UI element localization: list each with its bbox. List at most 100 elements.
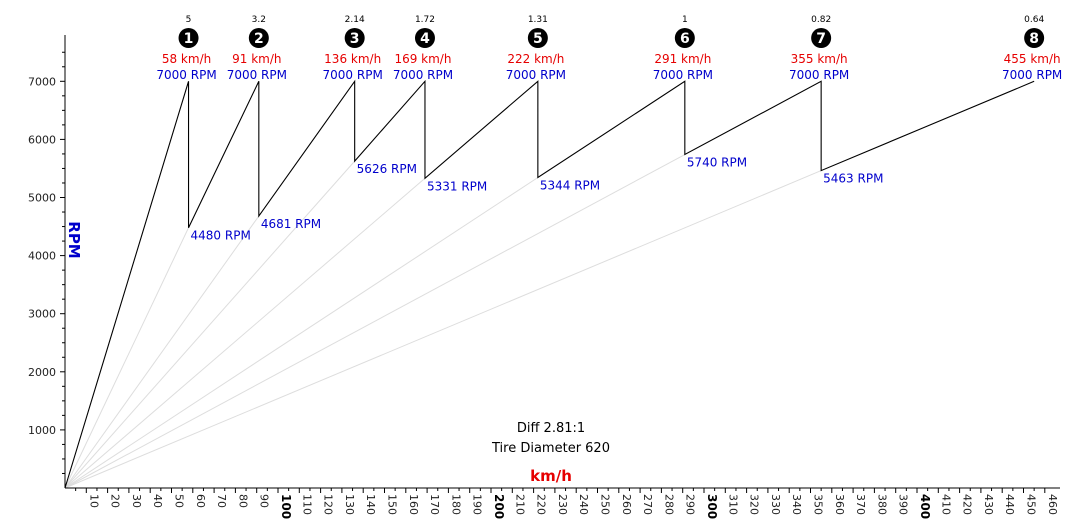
guide-line [64,177,426,489]
gear-rpm-label: 7000 RPM [393,68,453,82]
guide-line [64,154,686,489]
y-tick-label: 1000 [28,424,56,437]
guide-lines [64,154,822,489]
x-tick-label: 340 [790,494,803,515]
gear-number: 6 [680,31,690,47]
x-tick-label: 90 [258,494,271,508]
guide-line [64,227,189,489]
x-ticks: 10 20 30 40 50 60 70 80 90 100 110 120 130 140 150 160 1… [75,488,1059,519]
x-tick-label: 300 [705,494,719,519]
x-tick-label: 260 [620,494,633,515]
y-ticks: 1000 2000 3000 4000 5000 6000 7000 [28,51,65,474]
gear-badge [1024,28,1045,48]
gear-ratio-label: 3.2 [252,15,266,25]
x-tick-label: 80 [236,494,249,508]
x-tick-label: 160 [407,494,420,515]
y-tick-label: 2000 [28,366,56,379]
gear-drop-rpm-label: 5626 RPM [357,162,417,176]
y-tick-label: 3000 [28,308,56,321]
x-tick-label: 230 [556,494,569,515]
x-tick-label: 30 [130,494,143,508]
x-tick-label: 390 [897,494,910,515]
y-tick-label: 4000 [28,250,56,263]
gear-drop-rpm-label: 5463 RPM [823,172,883,186]
gear-ratio-label: 1.31 [528,15,548,25]
gear-drop-rpm-label: 4681 RPM [261,217,321,231]
gear-rpm-label: 7000 RPM [323,68,383,82]
gear-number: 2 [254,31,264,47]
gear-number: 7 [816,31,826,47]
gear-badge [178,28,199,48]
gear-rpm-label: 7000 RPM [1002,68,1062,82]
gear-speed-label: 355 km/h [791,52,848,66]
gear-badge [344,28,365,48]
x-tick-label: 290 [684,494,697,515]
y-tick-label: 6000 [28,133,56,146]
x-tick-label: 430 [982,494,995,515]
x-tick-label: 180 [449,494,462,515]
rpm-series [64,79,1035,489]
x-tick-label: 50 [173,494,186,508]
gear-drop-rpm-label: 5344 RPM [540,179,600,193]
tire-annotation: Tire Diameter 620 [491,441,610,456]
gear-ratio-label: 2.14 [345,15,365,25]
gear-number: 8 [1029,31,1039,47]
x-tick-label: 40 [151,494,164,508]
x-tick-label: 170 [428,494,441,515]
x-tick-label: 210 [513,494,526,515]
x-tick-label: 10 [87,494,100,508]
x-tick-label: 60 [194,494,207,508]
gear-badge [414,28,435,48]
gear-badge [674,28,695,48]
x-tick-label: 220 [535,494,548,515]
gear-speed-label: 91 km/h [232,52,281,66]
gear-badge [527,28,548,48]
guide-line [64,170,822,489]
x-tick-label: 270 [641,494,654,515]
x-tick-label: 400 [918,494,932,519]
x-tick-label: 330 [769,494,782,515]
gear-badge [248,28,269,48]
gear-number: 3 [350,31,360,47]
x-tick-label: 380 [875,494,888,515]
gear-ratio-label: 1 [682,15,688,25]
gear-rpm-label: 7000 RPM [506,68,566,82]
x-tick-label: 100 [279,494,293,519]
gear-speed-label: 455 km/h [1004,52,1061,66]
diff-annotation: Diff 2.81:1 [517,421,585,436]
x-tick-label: 280 [662,494,675,515]
x-tick-label: 20 [109,494,122,508]
x-tick-label: 200 [492,494,506,519]
x-tick-label: 440 [1003,494,1016,515]
gear-number: 5 [533,31,543,47]
x-tick-label: 320 [748,494,761,515]
x-tick-label: 110 [300,494,313,515]
x-tick-label: 410 [939,494,952,515]
gear-rpm-label: 7000 RPM [653,68,713,82]
x-tick-label: 140 [364,494,377,515]
x-tick-label: 240 [577,494,590,515]
y-tick-label: 7000 [28,75,56,88]
gear-speed-label: 58 km/h [162,52,211,66]
gear-rpm-label: 7000 RPM [789,68,849,82]
x-tick-label: 420 [961,494,974,515]
gear-rpm-label: 7000 RPM [227,68,287,82]
guide-line [64,160,356,489]
gear-ratio-label: 0.82 [811,15,831,25]
rpm-sawtooth-line [64,79,1035,489]
gear-drop-rpm-label: 5740 RPM [687,156,747,170]
x-tick-label: 350 [812,494,825,515]
x-tick-label: 150 [386,494,399,515]
x-tick-label: 460 [1046,494,1059,515]
gear-number: 4 [420,31,430,47]
gear-ratio-label: 1.72 [415,15,435,25]
gear-ratio-label: 0.64 [1024,15,1044,25]
x-tick-label: 130 [343,494,356,515]
x-axis-title: km/h [530,467,572,485]
gear-speed-label: 222 km/h [507,52,564,66]
gear-number: 1 [184,31,194,47]
x-tick-label: 450 [1025,494,1038,515]
